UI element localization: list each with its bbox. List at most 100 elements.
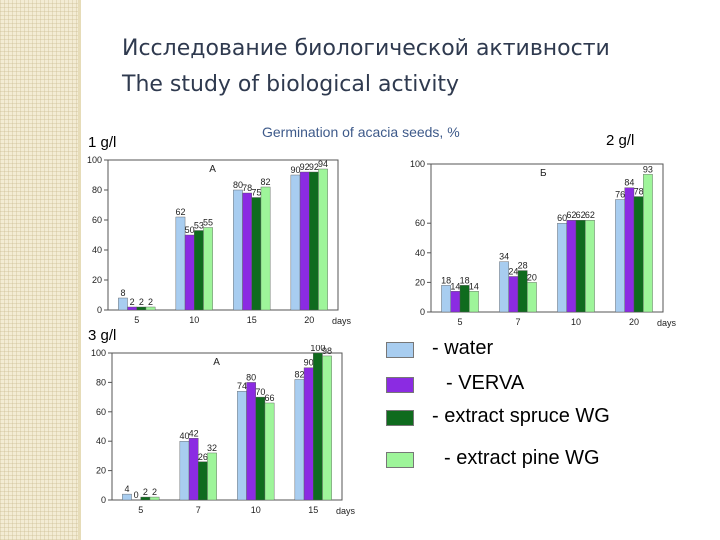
bar-verva <box>127 306 137 311</box>
panel-letter: Б <box>540 168 547 179</box>
data-label: 28 <box>518 261 528 271</box>
category-label: 5 <box>134 315 139 325</box>
category-label: 10 <box>571 317 581 327</box>
category-label: 15 <box>247 315 257 325</box>
bar-extract-spruce-wg <box>459 285 470 313</box>
bar-extract-spruce-wg <box>633 196 644 313</box>
legend-swatch-spruce <box>386 410 414 426</box>
data-label: 93 <box>643 164 653 174</box>
bar-water <box>179 440 190 501</box>
legend-item-water: - water <box>386 337 706 362</box>
title-russian: Исследование биологической активности <box>122 36 610 61</box>
bar-extract-pine-wg <box>643 174 653 313</box>
bar-extract-spruce-wg <box>198 461 208 501</box>
data-label: 90 <box>304 358 314 368</box>
bar-extract-pine-wg <box>145 306 156 311</box>
bar-extract-spruce-wg <box>309 171 319 311</box>
data-label: 32 <box>207 443 217 453</box>
bar-water <box>615 199 625 313</box>
data-label: 14 <box>450 281 460 291</box>
data-label: 100 <box>310 345 325 353</box>
data-label: 18 <box>460 275 470 285</box>
bar-water <box>441 285 451 313</box>
y-tick-label: 60 <box>92 215 102 225</box>
y-tick-label: 40 <box>96 436 106 446</box>
data-label: 34 <box>499 252 509 262</box>
bar-verva <box>303 367 314 501</box>
bar-extract-pine-wg <box>260 186 271 311</box>
decorative-stripe-edge <box>78 0 81 540</box>
data-label: 78 <box>242 183 252 193</box>
bar-verva <box>184 234 195 311</box>
data-label: 80 <box>233 180 243 190</box>
legend-item-spruce: - extract spruce WG <box>386 405 706 430</box>
data-label: 82 <box>294 369 304 379</box>
bar-extract-spruce-wg <box>517 270 528 313</box>
chart-subtitle: Germination of acacia seeds, % <box>262 124 460 140</box>
y-tick-label: 100 <box>410 159 425 169</box>
data-label: 62 <box>175 207 185 217</box>
panel-letter: А <box>213 357 220 368</box>
data-label: 94 <box>318 159 328 169</box>
data-label: 2 <box>143 487 148 497</box>
data-label: 84 <box>624 178 634 188</box>
legend-swatch-pine <box>386 452 414 468</box>
title-english: The study of biological activity <box>122 72 460 97</box>
bar-extract-pine-wg <box>585 220 595 313</box>
data-label: 2 <box>152 487 157 497</box>
bar-extract-pine-wg <box>149 496 160 501</box>
bar-verva <box>188 438 199 501</box>
data-label: 26 <box>198 452 208 462</box>
bar-extract-spruce-wg <box>140 496 151 501</box>
category-label: 20 <box>304 315 314 325</box>
legend-label-spruce: - extract spruce WG <box>432 405 610 427</box>
category-label: 20 <box>629 317 639 327</box>
x-axis-label: days <box>336 506 356 516</box>
data-label: 90 <box>290 165 300 175</box>
data-label: 40 <box>179 431 189 441</box>
bar-verva <box>508 276 519 313</box>
data-label: 62 <box>585 210 595 220</box>
category-label: 15 <box>308 505 318 515</box>
data-label: 66 <box>265 393 275 403</box>
bar-water <box>290 174 301 311</box>
bar-extract-pine-wg <box>527 282 537 313</box>
bar-verva <box>246 382 256 501</box>
y-tick-label: 20 <box>415 277 425 287</box>
bar-extract-spruce-wg <box>251 197 262 311</box>
legend-label-pine: - extract pine WG <box>444 447 600 469</box>
data-label: 75 <box>251 188 261 198</box>
data-label: 82 <box>261 177 271 187</box>
legend: - water - VERVA - extract spruce WG - ex… <box>386 337 706 478</box>
bar-verva <box>299 171 310 311</box>
panel-letter: A <box>209 164 216 175</box>
data-label: 92 <box>300 162 310 172</box>
y-tick-label: 40 <box>415 248 425 258</box>
bar-extract-pine-wg <box>207 452 217 501</box>
data-label: 53 <box>194 221 204 231</box>
category-label: 5 <box>457 317 462 327</box>
bar-extract-spruce-wg <box>313 352 323 501</box>
legend-label-verva: - VERVA <box>446 372 525 394</box>
data-label: 98 <box>322 346 332 356</box>
bar-verva <box>566 220 577 313</box>
category-label: 5 <box>138 505 143 515</box>
data-label: 2 <box>148 297 153 307</box>
y-tick-label: 0 <box>101 495 106 505</box>
data-label: 62 <box>576 210 586 220</box>
category-label: 10 <box>189 315 199 325</box>
bar-water <box>118 297 128 311</box>
category-label: 10 <box>251 505 261 515</box>
data-label: 55 <box>203 218 213 228</box>
y-tick-label: 20 <box>92 275 102 285</box>
bar-water <box>122 493 132 501</box>
bar-verva <box>450 291 461 313</box>
concentration-label-3: 3 g/l <box>88 327 117 344</box>
y-tick-label: 60 <box>415 218 425 228</box>
data-label: 0 <box>134 490 139 500</box>
data-label: 80 <box>246 372 256 382</box>
bar-water <box>233 189 243 311</box>
category-label: 7 <box>196 505 201 515</box>
